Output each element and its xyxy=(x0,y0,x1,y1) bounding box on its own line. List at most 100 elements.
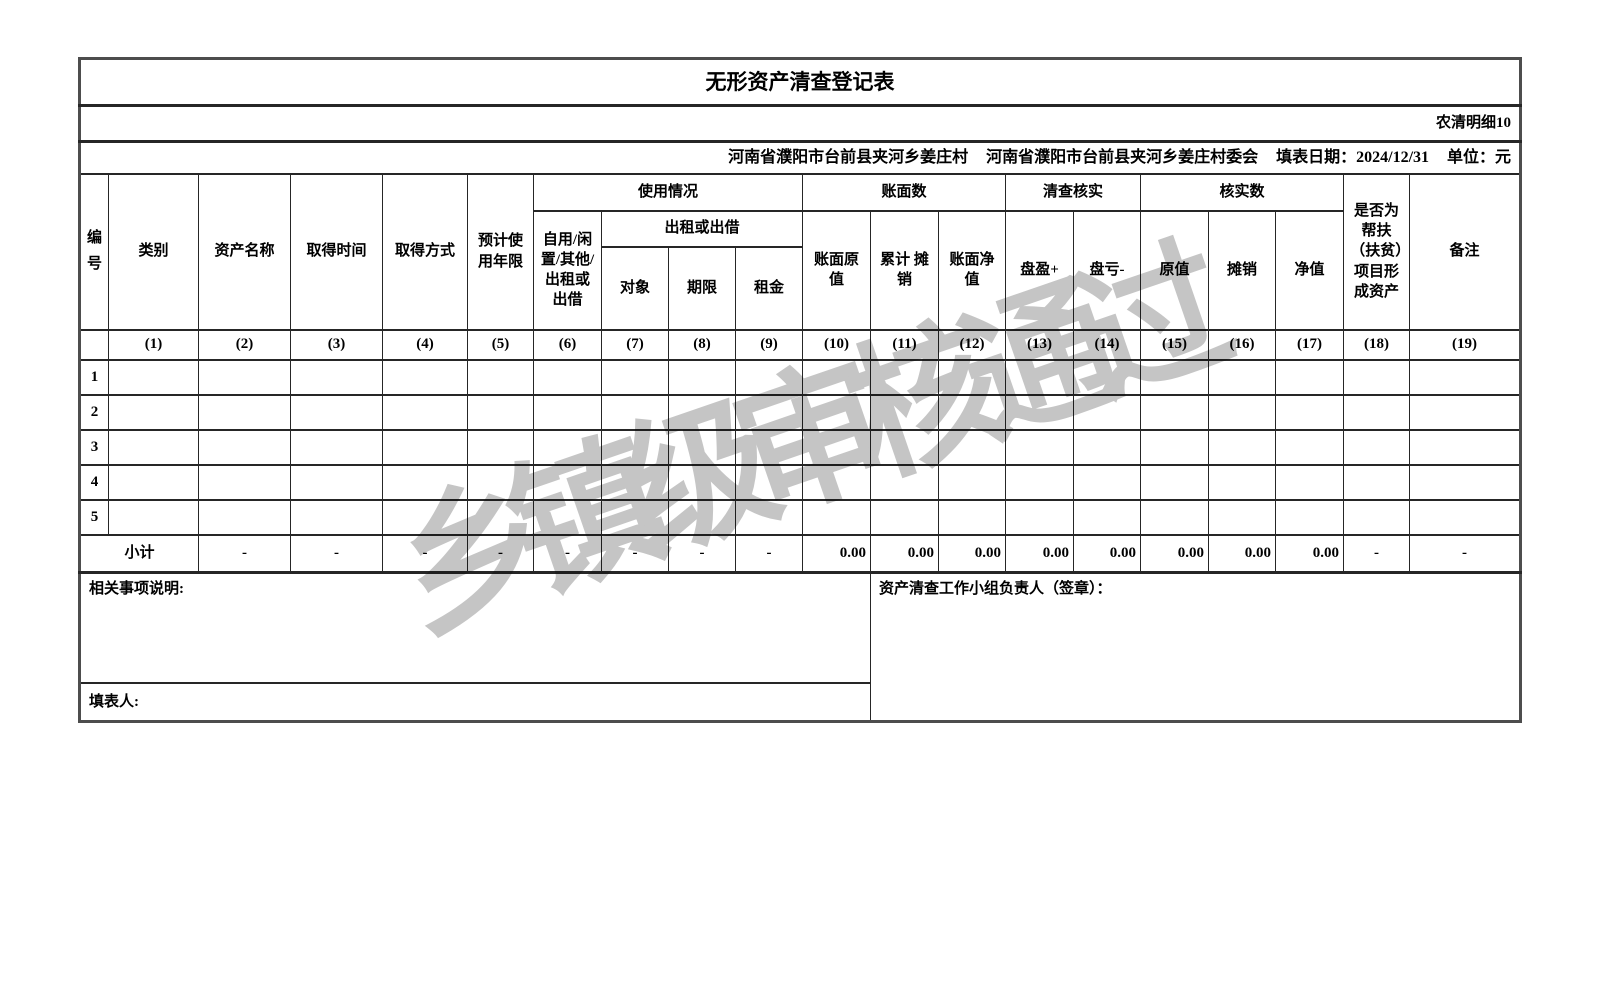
empty-cell xyxy=(601,393,669,431)
asset-table: 无形资产清查登记表 农清明细10 河南省濮阳市台前县夹河乡姜庄村 河南省濮阳市台… xyxy=(78,57,1523,723)
col-header-verified-net: 净值 xyxy=(1275,209,1344,331)
empty-cell xyxy=(290,393,383,431)
empty-cell xyxy=(1208,393,1276,431)
empty-cell xyxy=(938,358,1006,396)
empty-cell xyxy=(802,498,871,536)
col-header-book-original: 账面原值 xyxy=(802,209,871,331)
table-row: 3 xyxy=(79,428,1522,466)
subtotal-cell: - xyxy=(533,533,602,574)
col-header-verified-original: 原值 xyxy=(1140,209,1209,331)
empty-cell xyxy=(1343,358,1410,396)
empty-cell xyxy=(802,428,871,466)
empty-cell xyxy=(1140,428,1209,466)
subtotal-cell: - xyxy=(1343,533,1410,574)
empty-cell xyxy=(290,358,383,396)
empty-cell xyxy=(1208,428,1276,466)
unit-value: 元 xyxy=(1495,148,1512,166)
empty-cell xyxy=(533,498,602,536)
empty-cell xyxy=(735,498,803,536)
empty-cell xyxy=(735,463,803,501)
empty-cell xyxy=(1343,463,1410,501)
row-number: 3 xyxy=(79,428,109,466)
empty-cell xyxy=(1408,393,1522,431)
col-header-surplus: 盘盈+ xyxy=(1005,209,1074,331)
empty-cell xyxy=(1208,463,1276,501)
col-number: (5) xyxy=(467,328,534,361)
page-title: 无形资产清查登记表 xyxy=(78,57,1522,107)
empty-cell xyxy=(1208,358,1276,396)
col-number: (16) xyxy=(1208,328,1276,361)
empty-cell xyxy=(802,393,871,431)
col-number: (4) xyxy=(382,328,468,361)
empty-cell xyxy=(467,428,534,466)
subtotal-cell: - xyxy=(290,533,383,574)
empty-cell xyxy=(533,358,602,396)
empty-cell xyxy=(668,393,736,431)
col-header-lease-rent: 租金 xyxy=(735,245,803,331)
col-number: (8) xyxy=(668,328,736,361)
empty-cell xyxy=(1408,498,1522,536)
empty-cell xyxy=(198,498,291,536)
col-number: (10) xyxy=(802,328,871,361)
subtotal-cell: - xyxy=(467,533,534,574)
form-code: 农清明细10 xyxy=(78,104,1522,143)
empty-cell xyxy=(735,393,803,431)
empty-cell xyxy=(668,358,736,396)
empty-cell xyxy=(1275,498,1344,536)
empty-cell xyxy=(382,498,468,536)
empty-cell xyxy=(870,393,939,431)
subtotal-cell: - xyxy=(668,533,736,574)
empty-cell xyxy=(938,428,1006,466)
col-number: (15) xyxy=(1140,328,1209,361)
col-header-lease-target: 对象 xyxy=(601,245,669,331)
empty-cell xyxy=(533,463,602,501)
empty-cell xyxy=(1073,393,1141,431)
subtotal-value: 0.00 xyxy=(870,533,939,574)
empty-cell xyxy=(108,428,199,466)
col-number: (9) xyxy=(735,328,803,361)
empty-cell xyxy=(601,498,669,536)
empty-cell xyxy=(1275,393,1344,431)
col-number: (12) xyxy=(938,328,1006,361)
col-header-self-use: 自用/闲置/其他/出租或出借 xyxy=(533,209,602,331)
empty-cell xyxy=(1073,463,1141,501)
empty-cell xyxy=(290,428,383,466)
empty-cell xyxy=(290,498,383,536)
col-header-verified-amortization: 摊销 xyxy=(1208,209,1276,331)
notes-label: 相关事项说明: xyxy=(79,571,871,684)
empty-cell xyxy=(1408,428,1522,466)
subtotal-value: 0.00 xyxy=(1140,533,1209,574)
empty-cell xyxy=(108,393,199,431)
empty-cell xyxy=(1073,428,1141,466)
empty-cell xyxy=(735,358,803,396)
committee-name: 河南省濮阳市台前县夹河乡姜庄村委会 xyxy=(986,148,1259,166)
fill-date-label: 填表日期： xyxy=(1276,148,1357,166)
empty-cell xyxy=(382,358,468,396)
empty-cell xyxy=(870,463,939,501)
subtotal-cell: - xyxy=(382,533,468,574)
col-header-book-net: 账面净值 xyxy=(938,209,1006,331)
info-line: 河南省濮阳市台前县夹河乡姜庄村 河南省濮阳市台前县夹河乡姜庄村委会 填表日期：2… xyxy=(78,140,1522,175)
col-header-loss: 盘亏- xyxy=(1073,209,1141,331)
empty-cell xyxy=(938,393,1006,431)
empty-cell xyxy=(533,428,602,466)
col-number: (19) xyxy=(1408,328,1522,361)
subtotal-value: 0.00 xyxy=(1005,533,1074,574)
group-header-verified: 核实数 xyxy=(1140,172,1344,212)
subtotal-label: 小计 xyxy=(79,533,199,574)
empty-cell xyxy=(1005,358,1074,396)
subtotal-cell: - xyxy=(735,533,803,574)
table-row: 1 xyxy=(79,358,1522,396)
empty-cell xyxy=(735,428,803,466)
empty-cell xyxy=(382,463,468,501)
empty-cell xyxy=(467,393,534,431)
empty-cell xyxy=(382,428,468,466)
col-header-remark: 备注 xyxy=(1408,172,1522,331)
table-row: 2 xyxy=(79,393,1522,431)
empty-cell xyxy=(802,358,871,396)
empty-cell xyxy=(601,463,669,501)
col-header-acquire-time: 取得时间 xyxy=(290,172,383,331)
col-number: (13) xyxy=(1005,328,1074,361)
empty-cell xyxy=(1073,358,1141,396)
empty-cell xyxy=(802,463,871,501)
